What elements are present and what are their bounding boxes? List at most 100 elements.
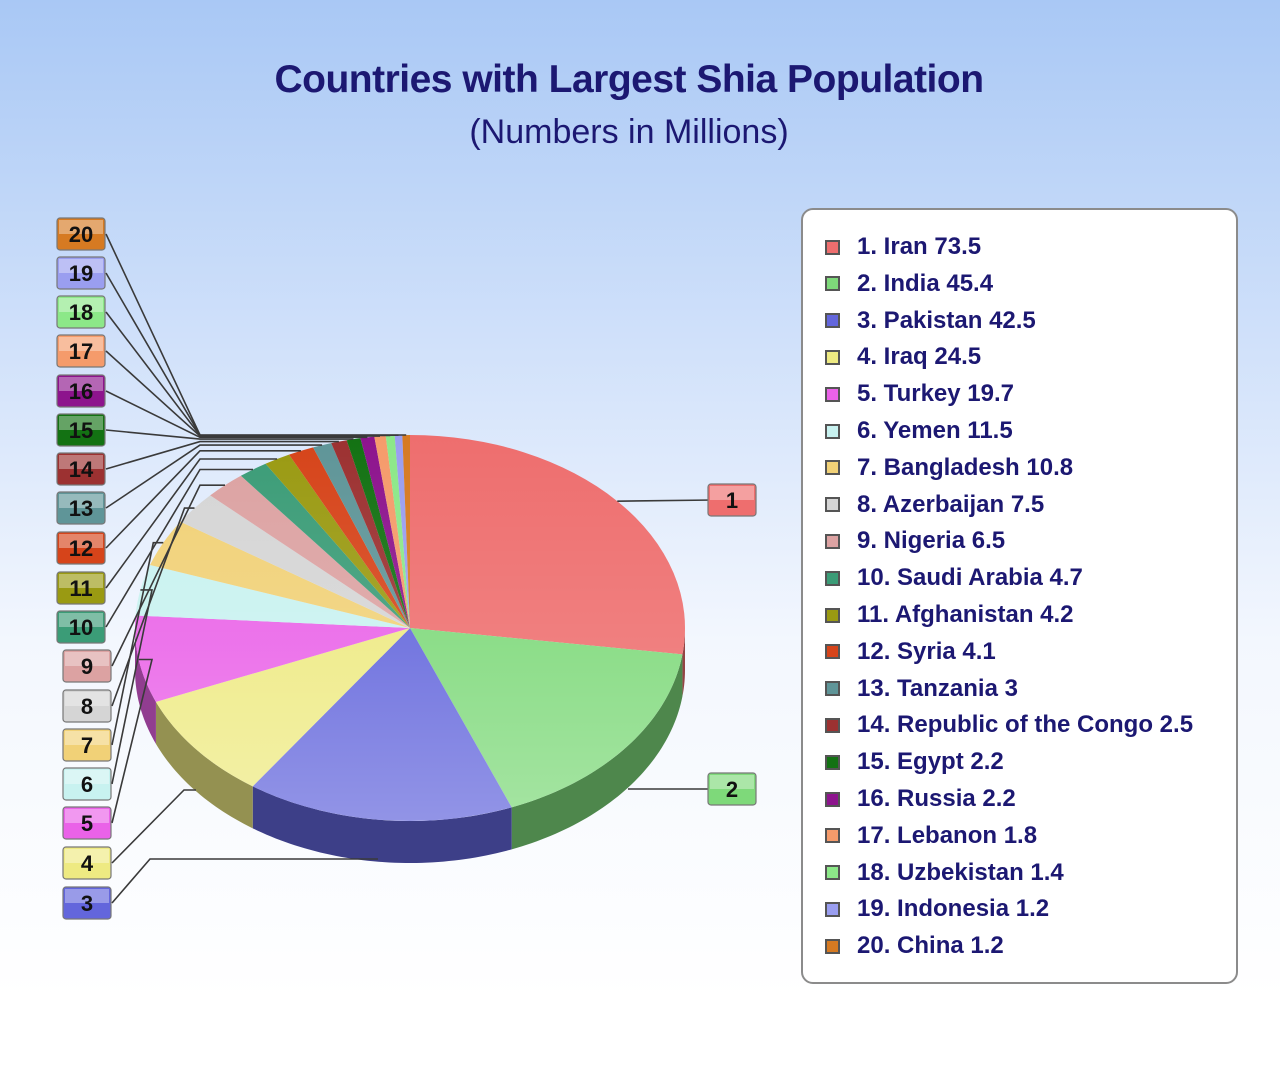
- legend-label: 7. Bangladesh 10.8: [857, 453, 1074, 481]
- legend-swatch: [825, 717, 840, 733]
- slice-tag-18: 18: [56, 295, 106, 329]
- legend-label: 8. Azerbaijan 7.5: [857, 490, 1045, 518]
- legend-swatch: [825, 754, 840, 770]
- slice-tag-text: 9: [81, 654, 93, 679]
- slice-tag-shine: [59, 613, 103, 627]
- slice-tag-text: 10: [69, 615, 93, 640]
- slice-tag-shine: [65, 652, 109, 666]
- legend-label: 5. Turkey 19.7: [857, 380, 1014, 408]
- legend-item: 12. Syria 4.1: [825, 634, 996, 670]
- legend-swatch: [825, 681, 840, 697]
- pie-side-3: [252, 786, 512, 863]
- legend-swatch: [825, 607, 840, 623]
- slice-tag-shine: [65, 731, 109, 745]
- chart-subtitle: (Numbers in Millions): [469, 113, 789, 151]
- slice-tag-shine: [65, 889, 109, 903]
- slice-tag-box: [56, 452, 106, 486]
- slice-tag-shine: [65, 809, 109, 823]
- leader-line-16: [105, 390, 368, 439]
- legend-item: 10. Saudi Arabia 4.7: [825, 560, 1083, 596]
- slice-tag-shine: [65, 692, 109, 706]
- slice-tag-box: [62, 806, 112, 840]
- legend-label: 15. Egypt 2.2: [857, 748, 1004, 776]
- slice-tag-shine: [710, 486, 754, 500]
- legend-swatch: [825, 423, 840, 439]
- slice-tag-box: [56, 217, 106, 251]
- legend-item: 6. Yemen 11.5: [825, 413, 1013, 449]
- slice-tag-1: 1: [707, 483, 757, 517]
- legend-label: 16. Russia 2.2: [857, 785, 1016, 812]
- slice-tag-text: 3: [81, 891, 93, 916]
- slice-tag-16: 16: [56, 374, 106, 408]
- slice-tag-text: 16: [69, 379, 93, 404]
- slice-tag-12: 12: [56, 531, 106, 565]
- leader-line-8: [111, 507, 195, 707]
- leader-line-7: [111, 541, 164, 746]
- slice-tag-shine: [59, 298, 103, 312]
- leader-line-3: [111, 858, 378, 904]
- legend-label: 20. China 1.2: [857, 932, 1004, 960]
- slice-tag-4: 4: [62, 846, 112, 880]
- slice-tag-shine: [65, 849, 109, 863]
- slice-tag-box: [707, 483, 757, 517]
- leader-line-15: [105, 429, 354, 440]
- pie-slices: [134, 435, 686, 821]
- slice-tag-box: [56, 413, 106, 447]
- legend-label: 2. India 45.4: [857, 269, 994, 297]
- legend-item: 16. Russia 2.2: [825, 781, 1016, 817]
- slice-tag-15: 15: [56, 413, 106, 447]
- slice-tag-10: 10: [56, 610, 106, 644]
- leader-line-9: [111, 484, 225, 667]
- slice-tag-shine: [59, 494, 103, 508]
- slice-tag-box: [56, 374, 106, 408]
- slice-tag-text: 20: [69, 222, 93, 247]
- slice-tag-text: 18: [69, 300, 93, 325]
- slice-tag-shine: [59, 259, 103, 273]
- legend-swatch: [825, 791, 840, 807]
- legend-swatch: [825, 901, 840, 917]
- slice-tag-text: 15: [69, 418, 93, 443]
- slice-tag-shine: [65, 770, 109, 784]
- slice-tag-shine: [59, 377, 103, 391]
- legend-item: 17. Lebanon 1.8: [825, 818, 1037, 854]
- slice-tag-text: 11: [69, 576, 92, 601]
- slice-tag-box: [62, 886, 112, 920]
- legend-item: 11. Afghanistan 4.2: [825, 597, 1074, 633]
- slice-tag-text: 1: [726, 488, 738, 513]
- slice-tag-box: [56, 571, 106, 605]
- leader-line-14: [105, 440, 339, 470]
- slice-tag-box: [62, 846, 112, 880]
- slice-tag-shine: [59, 337, 103, 351]
- legend-item: 2. India 45.4: [825, 266, 993, 302]
- leader-line-11: [105, 458, 278, 589]
- slice-tag-5: 5: [62, 806, 112, 840]
- leader-line-10: [105, 468, 253, 628]
- legend-swatch: [825, 570, 840, 586]
- slice-tag-shine: [59, 534, 103, 548]
- slice-tag-shine: [59, 416, 103, 430]
- slice-tag-20: 20: [56, 217, 106, 251]
- legend-label: 1. Iran 73.5: [857, 233, 982, 260]
- slice-tag-box: [56, 491, 106, 525]
- slice-tag-box: [56, 295, 106, 329]
- legend-item: 3. Pakistan 42.5: [825, 303, 1036, 339]
- legend-label: 6. Yemen 11.5: [857, 417, 1013, 444]
- slice-tag-text: 6: [81, 772, 93, 797]
- slice-tag-shine: [59, 574, 103, 588]
- legend-label: 17. Lebanon 1.8: [857, 821, 1038, 849]
- slice-tag-6: 6: [62, 767, 112, 801]
- slice-tag-7: 7: [62, 728, 112, 762]
- slice-tag-3: 3: [62, 886, 112, 920]
- legend-swatch: [825, 533, 840, 549]
- legend-label: 3. Pakistan 42.5: [857, 306, 1036, 334]
- slice-tag-text: 5: [81, 811, 93, 836]
- slice-tag-text: 7: [81, 733, 93, 758]
- slice-tag-box: [707, 772, 757, 806]
- leader-line-13: [105, 444, 323, 509]
- legend-item: 15. Egypt 2.2: [825, 744, 1004, 780]
- slice-tag-8: 8: [62, 689, 112, 723]
- slice-tag-text: 19: [69, 261, 93, 286]
- legend-item: 4. Iraq 24.5: [825, 339, 981, 375]
- legend-label: 4. Iraq 24.5: [857, 343, 982, 371]
